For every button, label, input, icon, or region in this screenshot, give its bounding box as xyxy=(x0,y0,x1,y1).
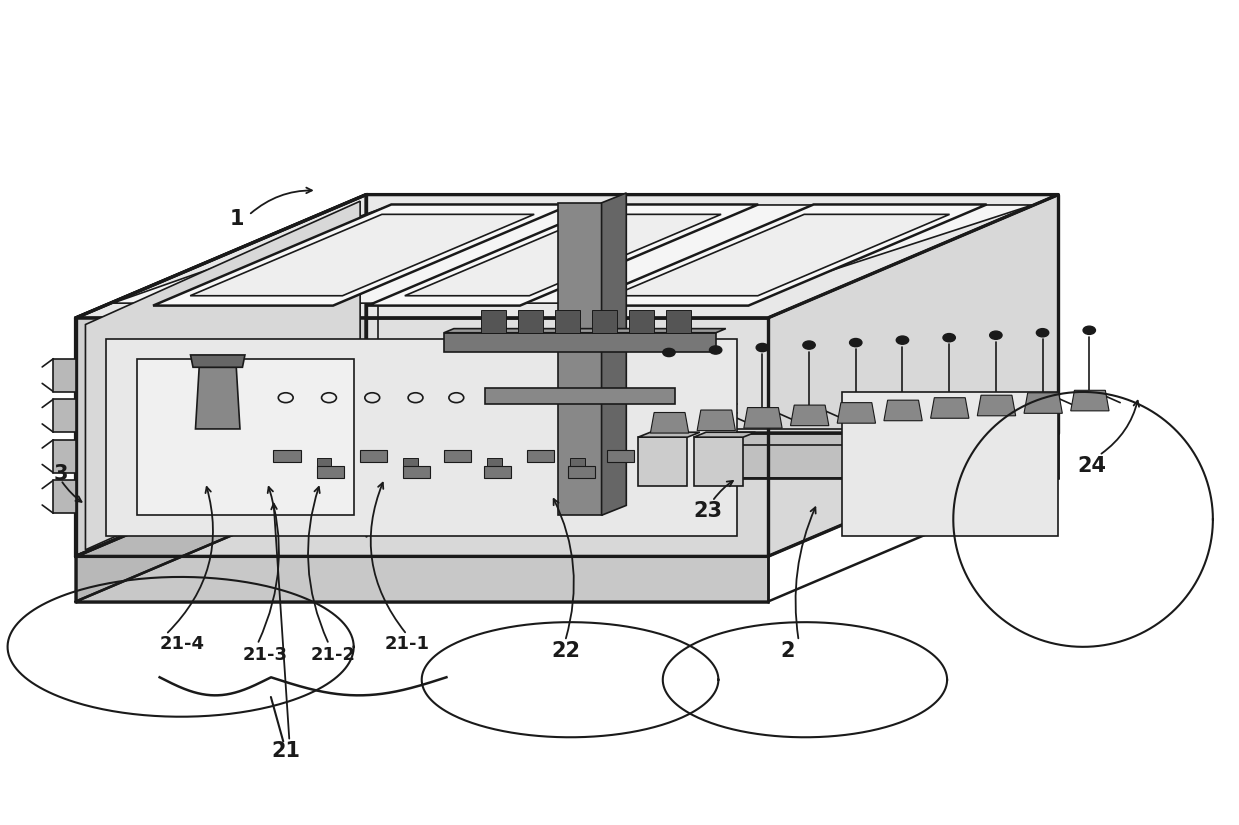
Polygon shape xyxy=(629,309,654,332)
Polygon shape xyxy=(53,359,76,392)
Polygon shape xyxy=(518,309,543,332)
Polygon shape xyxy=(484,388,675,404)
Polygon shape xyxy=(843,392,1058,535)
Circle shape xyxy=(896,336,908,344)
Polygon shape xyxy=(85,201,361,549)
Polygon shape xyxy=(317,466,343,478)
Text: 1: 1 xyxy=(230,210,244,229)
Polygon shape xyxy=(607,450,634,462)
Polygon shape xyxy=(487,458,502,470)
Polygon shape xyxy=(567,466,595,478)
Circle shape xyxy=(756,343,768,351)
Polygon shape xyxy=(592,309,617,332)
Polygon shape xyxy=(527,450,554,462)
Polygon shape xyxy=(196,367,240,429)
Polygon shape xyxy=(359,450,387,462)
Text: 21-4: 21-4 xyxy=(160,635,204,653)
Polygon shape xyxy=(444,450,471,462)
Circle shape xyxy=(1083,326,1095,334)
Circle shape xyxy=(943,333,955,342)
Polygon shape xyxy=(76,195,366,556)
Text: 22: 22 xyxy=(551,641,581,661)
Polygon shape xyxy=(555,309,580,332)
Polygon shape xyxy=(76,195,1058,318)
Text: 23: 23 xyxy=(694,501,722,521)
Polygon shape xyxy=(883,400,922,421)
Text: 24: 24 xyxy=(1077,456,1106,476)
Polygon shape xyxy=(76,195,1058,318)
Text: 21-2: 21-2 xyxy=(311,646,356,664)
Polygon shape xyxy=(694,432,756,437)
Polygon shape xyxy=(930,398,969,418)
Polygon shape xyxy=(154,205,571,305)
Polygon shape xyxy=(667,309,691,332)
Polygon shape xyxy=(53,480,76,513)
Polygon shape xyxy=(405,214,721,295)
Polygon shape xyxy=(481,309,506,332)
Polygon shape xyxy=(76,556,768,601)
Text: 2: 2 xyxy=(781,641,794,661)
Polygon shape xyxy=(444,332,716,352)
Polygon shape xyxy=(1023,393,1062,413)
Polygon shape xyxy=(76,318,768,556)
Circle shape xyxy=(990,331,1002,339)
Circle shape xyxy=(803,341,815,349)
Polygon shape xyxy=(76,433,366,601)
Polygon shape xyxy=(978,395,1016,416)
Polygon shape xyxy=(403,458,418,470)
Circle shape xyxy=(710,346,722,354)
Polygon shape xyxy=(698,410,736,431)
Polygon shape xyxy=(190,214,534,295)
Polygon shape xyxy=(113,205,1032,303)
Polygon shape xyxy=(366,195,1058,433)
Circle shape xyxy=(850,338,862,346)
Polygon shape xyxy=(366,433,1058,478)
Polygon shape xyxy=(368,205,758,305)
Polygon shape xyxy=(53,440,76,473)
Polygon shape xyxy=(790,405,829,426)
Text: 21: 21 xyxy=(271,741,300,761)
Polygon shape xyxy=(317,458,332,470)
Text: 21-3: 21-3 xyxy=(243,646,287,664)
Polygon shape xyxy=(612,214,949,295)
Polygon shape xyxy=(575,205,986,305)
Polygon shape xyxy=(838,403,876,423)
Polygon shape xyxy=(403,466,430,478)
Text: 21-1: 21-1 xyxy=(384,635,430,653)
Polygon shape xyxy=(483,466,510,478)
Polygon shape xyxy=(638,432,700,437)
Polygon shape xyxy=(647,466,674,478)
Text: 3: 3 xyxy=(53,464,68,484)
Polygon shape xyxy=(53,399,76,432)
Polygon shape xyxy=(559,203,602,516)
Polygon shape xyxy=(76,433,1058,556)
Polygon shape xyxy=(274,450,301,462)
Polygon shape xyxy=(138,359,353,516)
Polygon shape xyxy=(1070,390,1109,411)
Circle shape xyxy=(663,348,675,356)
Circle shape xyxy=(1036,328,1048,337)
Polygon shape xyxy=(743,408,782,428)
Polygon shape xyxy=(638,437,688,487)
Polygon shape xyxy=(444,328,726,332)
Polygon shape xyxy=(650,412,689,433)
Polygon shape xyxy=(107,338,737,535)
Polygon shape xyxy=(650,458,665,470)
Polygon shape xyxy=(570,458,585,470)
Polygon shape xyxy=(602,193,626,516)
Polygon shape xyxy=(191,355,245,367)
Polygon shape xyxy=(694,437,743,487)
